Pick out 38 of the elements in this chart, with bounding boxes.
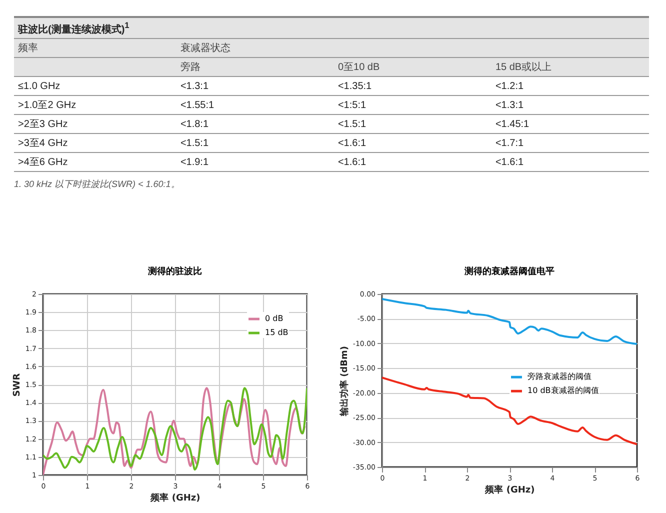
chart-title: 测得的衰减器阈值电平: [464, 266, 554, 277]
y-axis-title: 输出功率 (dBm): [338, 346, 350, 418]
text: <1.6:1: [338, 138, 366, 149]
text: <1.7:1: [495, 138, 524, 149]
category-label: >1.0至2 GHz: [18, 100, 76, 112]
category-label: >4至6 GHz: [18, 157, 68, 168]
y-axis-title: SWR: [12, 373, 22, 397]
x-axis-title: 频率 (GHz): [150, 492, 200, 504]
text: <1.5:1: [180, 138, 209, 149]
text: <1.6:1: [495, 156, 524, 168]
category-label: 0至10 dB: [334, 58, 492, 77]
legend-label: 0 dB: [265, 314, 284, 323]
text: 频率: [14, 38, 176, 58]
legend-label: 10 dB衰减器的阈值: [528, 386, 599, 396]
text: 1. 30 kHz 以下时驻波比(SWR) < 1.60:1。: [14, 178, 181, 192]
text: <1.9:1: [180, 156, 209, 168]
legend-label: 旁路衰减器的阈值: [528, 372, 592, 382]
text: <1.35:1: [338, 80, 372, 92]
category-label: >3至4 GHz: [18, 138, 68, 150]
text: 衰减器状态: [176, 38, 649, 58]
category-label: 旁路: [176, 58, 334, 77]
text: <1.6:1: [338, 156, 366, 168]
text: <1.45:1: [495, 118, 530, 130]
text: 驻波比(测量连续波模式)$^{1}$: [14, 17, 649, 39]
text: <1.5:1: [338, 118, 366, 130]
legend-label: 15 dB: [265, 328, 288, 337]
category-label: ≤1.0 GHz: [18, 80, 60, 92]
category-label: >2至3 GHz: [18, 119, 68, 130]
x-axis-title: 频率 (GHz): [484, 484, 535, 496]
category-label: 15 dB或以上: [491, 58, 649, 77]
line-series: [382, 298, 637, 345]
text: <1.2:1: [495, 80, 524, 92]
text: <1.3:1: [180, 80, 209, 92]
chart-title: 测得的驻波比: [147, 266, 202, 277]
text: <1.8:1: [180, 118, 209, 130]
text: <1.3:1: [495, 100, 524, 111]
text: <1:5:1: [338, 100, 366, 111]
text: <1.55:1: [180, 100, 214, 111]
